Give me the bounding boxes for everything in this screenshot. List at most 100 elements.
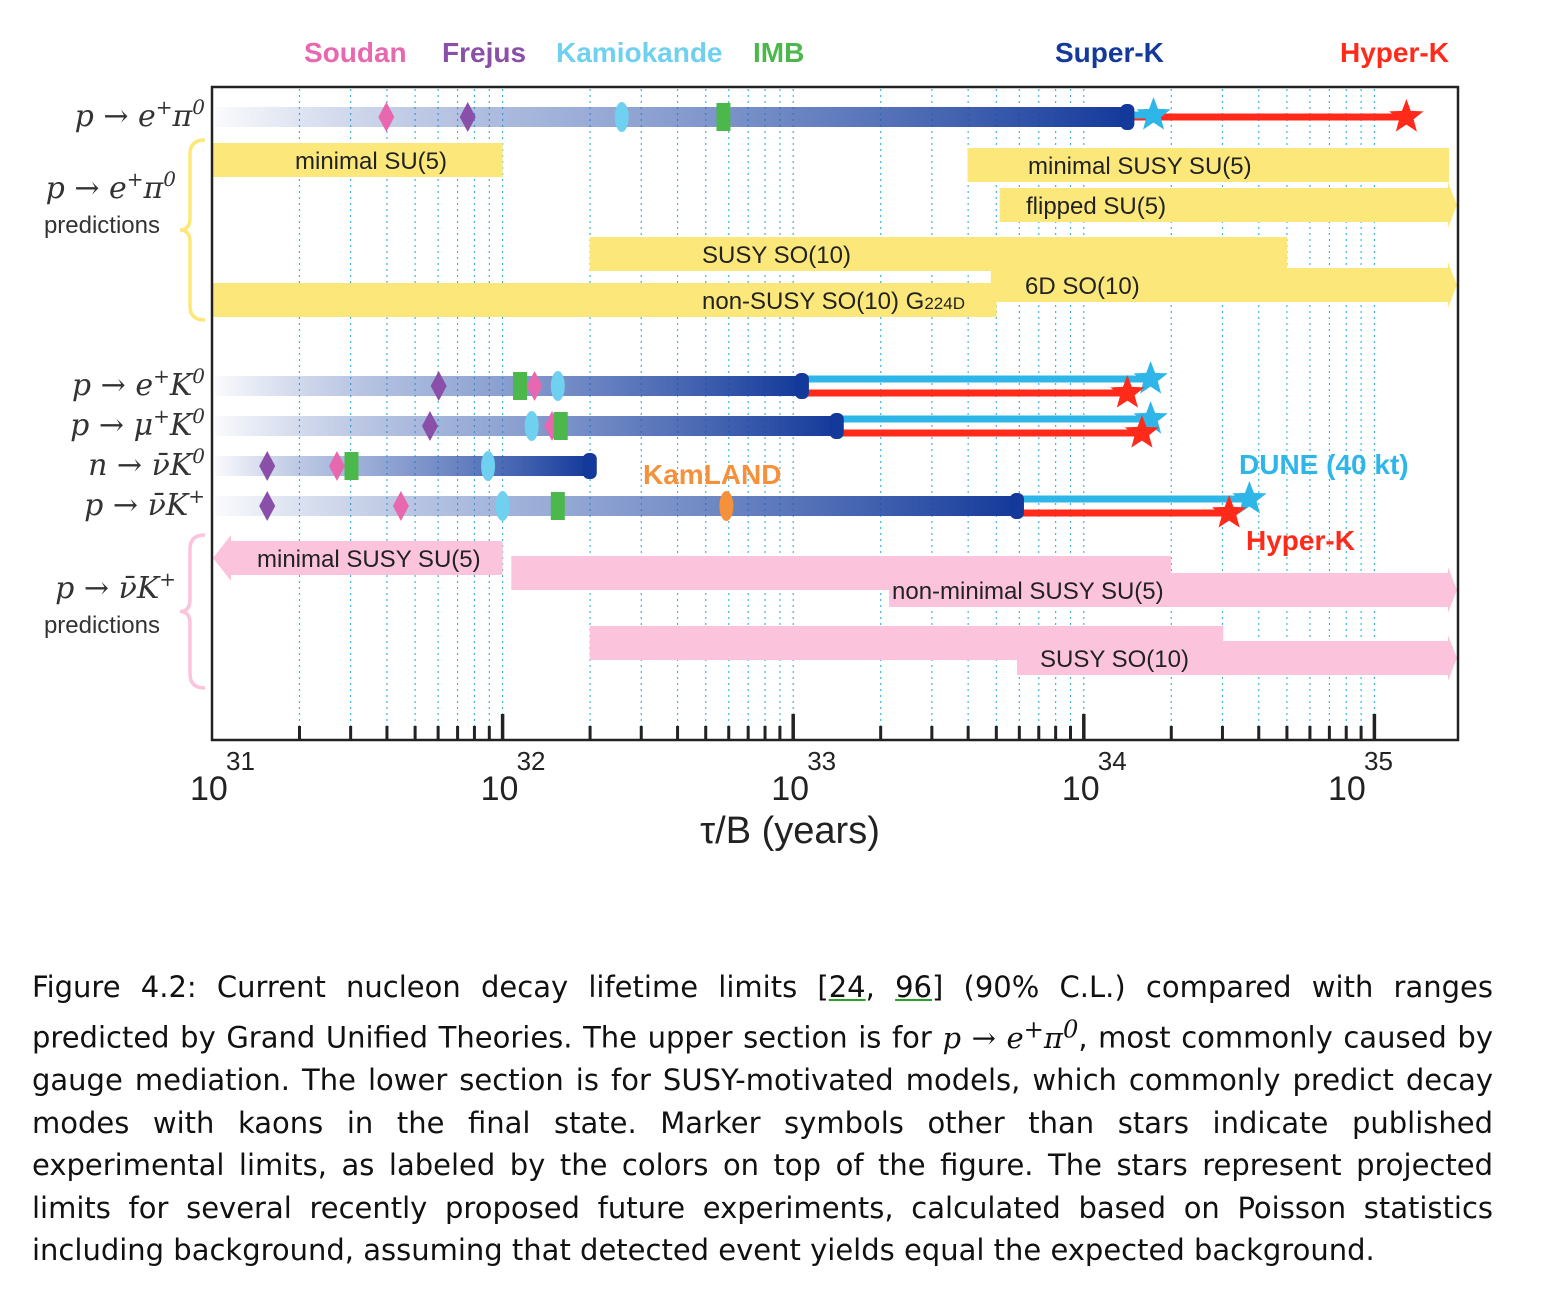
citation-link[interactable]: 24: [828, 970, 866, 1004]
decay-label-part: p → μ: [70, 408, 153, 443]
decay-label-part: π: [143, 171, 165, 206]
citation-link[interactable]: 96: [895, 970, 932, 1004]
prediction-band-subscript: 224D: [924, 294, 965, 313]
decay-row: [215, 97, 1424, 132]
limit-bars: [215, 97, 1424, 528]
experiment-marker: [553, 412, 568, 440]
decay-label-part: +: [159, 567, 176, 591]
decay-row: [215, 401, 1168, 448]
experiment-marker: [550, 492, 565, 520]
decay-mode-label: p → μ+K0: [70, 404, 205, 443]
legend-imb: IMB: [753, 37, 804, 68]
decay-label-part: K: [136, 571, 161, 606]
tick-label-exponent: 33: [807, 746, 836, 776]
experiment-marker: [716, 103, 731, 131]
group-decay-label: p → e+π0: [46, 167, 177, 206]
projection-star: [1133, 361, 1168, 394]
decay-row: [215, 361, 1168, 408]
prediction-band-rect: [213, 283, 997, 317]
experiment-marker: [430, 371, 447, 401]
tick-label-exponent: 35: [1364, 746, 1393, 776]
decay-label-part: p → ν̄: [84, 488, 166, 523]
experiment-marker: [344, 452, 359, 480]
decay-label-part: +: [153, 364, 170, 388]
decay-label-part: +: [127, 167, 144, 191]
plot-frame: [210, 85, 1460, 742]
experiment-marker: [719, 491, 734, 521]
decay-label-part: p → e: [46, 171, 127, 206]
experiment-marker: [378, 102, 395, 132]
prediction-band-arrow: [213, 535, 503, 581]
prediction-band-label: SUSY SO(10): [1040, 646, 1189, 673]
experiment-marker: [421, 411, 438, 441]
group-decay-label: p → ν̄K+: [55, 567, 176, 606]
prediction-band-label: 6D SO(10): [1025, 273, 1140, 300]
projection-label: KamLAND: [643, 459, 781, 490]
experiment-marker: [328, 451, 345, 481]
caption-text: , most commonly caused by gauge mediatio…: [32, 1021, 1493, 1268]
decay-label-part: 0: [192, 95, 205, 119]
tick-label-base: 10: [771, 770, 809, 808]
prediction-band: minimal SUSY SU(5): [967, 148, 1449, 182]
superk-marker: [1120, 104, 1135, 130]
experiment-marker: [259, 491, 276, 521]
prediction-band-rect: [967, 148, 1449, 182]
projection-star: [1124, 415, 1159, 448]
decay-label-part: p → ν̄: [55, 571, 137, 606]
experiment-marker: [481, 451, 496, 481]
decay-row: [215, 481, 1267, 528]
decay-mode-label: p → e+K0: [72, 364, 205, 403]
decay-label-part: K: [169, 408, 194, 443]
group-caption: predictions: [44, 612, 160, 639]
tick-label-exponent: 32: [517, 746, 546, 776]
projection-star: [1136, 97, 1171, 130]
limit-bar: [215, 456, 590, 476]
superk-marker: [582, 453, 597, 479]
tick-label-base: 10: [190, 770, 228, 808]
legend-frejus: Frejus: [442, 37, 526, 68]
group-brace: [179, 533, 206, 690]
prediction-band-arrow: [1016, 635, 1457, 681]
decay-label-part: 0: [163, 167, 176, 191]
caption-text: Figure 4.2: Current nucleon decay lifeti…: [32, 970, 829, 1004]
tick-label-exponent: 34: [1098, 746, 1127, 776]
decay-mode-label: p → ν̄K+: [84, 484, 205, 523]
experiment-marker: [614, 102, 629, 132]
projection-label: Hyper-K: [1246, 525, 1355, 556]
caption-math: p → e+π0: [942, 1015, 1079, 1056]
experiment-marker: [513, 372, 528, 400]
projection-star: [1389, 99, 1424, 132]
prediction-band: non-SUSY SO(10) G224D: [213, 283, 997, 317]
prediction-band-label: minimal SU(5): [295, 148, 447, 175]
nucleon-decay-chart: minimal SU(5) minimal SUSY SU(5) flipped S…: [44, 37, 1460, 852]
legend-kamiokande: Kamiokande: [556, 37, 723, 68]
limit-bar: [215, 496, 1017, 516]
experiment-marker: [524, 411, 539, 441]
tick-label-base: 10: [1328, 770, 1366, 808]
decay-label-part: +: [156, 95, 173, 119]
prediction-band-label: SUSY SO(10): [702, 242, 851, 269]
decay-label-part: K: [169, 448, 194, 483]
group-caption: predictions: [44, 212, 160, 239]
prediction-band-label: non-minimal SUSY SU(5): [892, 578, 1164, 605]
caption-text: ] (90% C.L.) compared with ranges predic…: [32, 970, 1493, 1056]
prediction-band-arrow: [889, 567, 1457, 613]
decay-label-part: +: [153, 404, 170, 428]
superk-marker: [829, 413, 844, 439]
projection-star: [1232, 481, 1267, 514]
limit-bar: [215, 107, 1128, 127]
projection-star: [1133, 401, 1168, 434]
decay-label-part: p → e: [72, 368, 153, 403]
decay-label-part: +: [188, 484, 205, 508]
prediction-band-label: flipped SU(5): [1026, 193, 1166, 220]
projection-label: DUNE (40 kt): [1239, 449, 1409, 480]
experiment-legend: Soudan Frejus Kamiokande IMB Super-K Hyper-K K…: [304, 37, 1449, 556]
experiment-marker: [459, 102, 476, 132]
prediction-band: minimal SUSY SU(5): [213, 535, 503, 581]
tick-label-base: 10: [1062, 770, 1100, 808]
prediction-band: SUSY SO(10): [589, 237, 1288, 271]
prediction-band-rect: [213, 143, 503, 177]
experiment-marker: [259, 451, 276, 481]
prediction-band: minimal SU(5): [213, 143, 503, 177]
